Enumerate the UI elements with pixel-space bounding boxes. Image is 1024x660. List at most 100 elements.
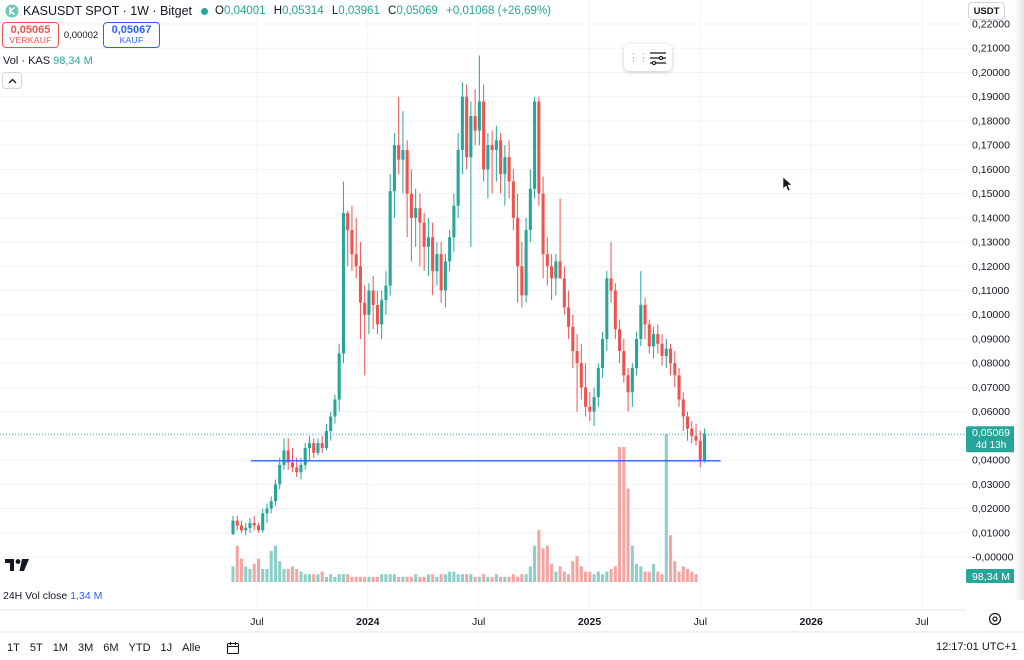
candle-body: [677, 375, 681, 400]
range-5t[interactable]: 5T: [29, 642, 43, 654]
volume-bar: [664, 434, 668, 582]
time-tick-label: Jul: [915, 616, 928, 628]
range-1m[interactable]: 1M: [52, 642, 68, 654]
volume-bar: [482, 574, 486, 582]
price-tick-label: 0,20000: [972, 67, 1010, 79]
volume-bar: [562, 571, 566, 582]
volume-bar: [358, 576, 362, 582]
volume-legend[interactable]: Vol · KAS 98,34 M: [3, 55, 93, 67]
volume-bar: [435, 576, 439, 582]
candle-body: [409, 193, 413, 218]
volume-bar: [269, 550, 273, 582]
volume-bar: [579, 566, 583, 582]
volume-bar: [673, 561, 677, 582]
candle-body: [605, 278, 609, 339]
candle-body: [473, 116, 477, 131]
volume-bar: [516, 576, 520, 582]
volume-bar: [486, 576, 490, 582]
candle-body: [426, 237, 430, 247]
time-tick-label: 2024: [356, 616, 380, 628]
symbol-title[interactable]: KASUSDT SPOT · 1W · Bitget: [23, 4, 193, 18]
price-tick-label: 0,19000: [972, 91, 1010, 103]
volume-bar: [452, 571, 456, 582]
volume-bar: [592, 574, 596, 582]
sell-button[interactable]: 0,05065 VERKAUF: [2, 22, 59, 48]
volume-bar: [346, 574, 350, 582]
time-axis[interactable]: Jul 2024 Jul 2025 Jul 2026 Jul: [250, 616, 928, 628]
trade-panel: 0,05065 VERKAUF 0,00002 0,05067 KAUF: [2, 22, 160, 48]
currency-selector[interactable]: USDT: [968, 2, 1005, 20]
candle-body: [690, 428, 694, 436]
range-6m[interactable]: 6M: [103, 642, 119, 654]
candle-body: [588, 406, 592, 412]
volume-bar: [405, 576, 409, 582]
candle-body: [256, 525, 261, 531]
price-tick-label: 0,03000: [972, 479, 1010, 491]
candle-body: [231, 520, 235, 534]
tradingview-logo-icon[interactable]: [4, 557, 30, 573]
candle-body: [656, 334, 660, 344]
range-ytd[interactable]: YTD: [128, 642, 151, 654]
candle-body: [244, 527, 248, 531]
candle-body: [558, 261, 562, 279]
candle-body: [511, 181, 515, 218]
volume-bar: [307, 574, 311, 582]
candle-body: [494, 140, 498, 150]
range-1j[interactable]: 1J: [160, 642, 173, 654]
candle-body: [541, 193, 545, 255]
range-3m[interactable]: 3M: [77, 642, 94, 654]
candle-body: [537, 101, 541, 194]
candle-body: [477, 101, 481, 131]
volume-bar: [422, 576, 426, 582]
time-tick-label: Jul: [694, 616, 707, 628]
candle-body: [384, 285, 388, 301]
candle-body: [248, 523, 252, 528]
buy-button[interactable]: 0,05067 KAUF: [103, 22, 160, 48]
gear-icon[interactable]: [988, 612, 1002, 626]
price-axis[interactable]: 0,22000 0,21000 0,20000 0,19000 0,18000 0,170…: [972, 19, 1014, 564]
last-volume-label: 98,34 M: [972, 571, 1010, 583]
candle-body: [375, 305, 379, 325]
price-tick-label: 0,13000: [972, 237, 1010, 249]
candle-body: [647, 324, 651, 347]
sell-label: VERKAUF: [9, 35, 52, 46]
buy-price: 0,05067: [111, 23, 152, 36]
drag-handle-icon[interactable]: ⋮⋮: [628, 52, 649, 64]
calendar-icon[interactable]: [226, 641, 240, 655]
candle-body: [639, 305, 643, 339]
candle-body: [630, 368, 634, 393]
volume-bar: [256, 558, 261, 582]
change-value: +0,01068 (+26,69%): [446, 5, 551, 17]
clock-timezone[interactable]: 12:17:01 UTC+1: [935, 641, 1017, 653]
range-1t[interactable]: 1T: [7, 642, 20, 654]
volume-bar: [290, 566, 294, 582]
candle-body: [698, 440, 702, 461]
volume-bar: [601, 574, 605, 582]
volume-bar: [669, 535, 673, 582]
price-tick-label: 0,04000: [972, 455, 1010, 467]
candle-body: [380, 300, 384, 325]
volume-bar: [469, 574, 473, 582]
high-value: 0,05314: [282, 5, 324, 17]
volume-bar: [380, 574, 384, 582]
candle-body: [545, 254, 549, 267]
candle-body: [664, 348, 668, 356]
volume-bar: [278, 561, 282, 582]
volume-bar: [337, 574, 341, 582]
volume-bar: [681, 566, 685, 582]
vol24-legend[interactable]: 24H Vol close 1,34 M: [3, 590, 102, 602]
range-alle[interactable]: Alle: [182, 642, 201, 654]
volume-bar: [643, 571, 647, 582]
volume-bar: [397, 576, 401, 582]
object-tree-icon[interactable]: [648, 50, 668, 66]
volume-bar: [418, 576, 422, 582]
volume-bar: [333, 576, 337, 582]
candle-body: [363, 302, 367, 315]
floating-drawing-toolbar[interactable]: ⋮⋮: [624, 44, 672, 71]
collapse-legend-button[interactable]: [2, 72, 22, 89]
volume-bar: [524, 574, 528, 582]
volume-bar: [656, 571, 660, 582]
volume-bar: [443, 574, 447, 582]
price-chart[interactable]: 0,22000 0,21000 0,20000 0,19000 0,18000 0,170…: [0, 0, 1024, 636]
candle-body: [635, 338, 639, 369]
